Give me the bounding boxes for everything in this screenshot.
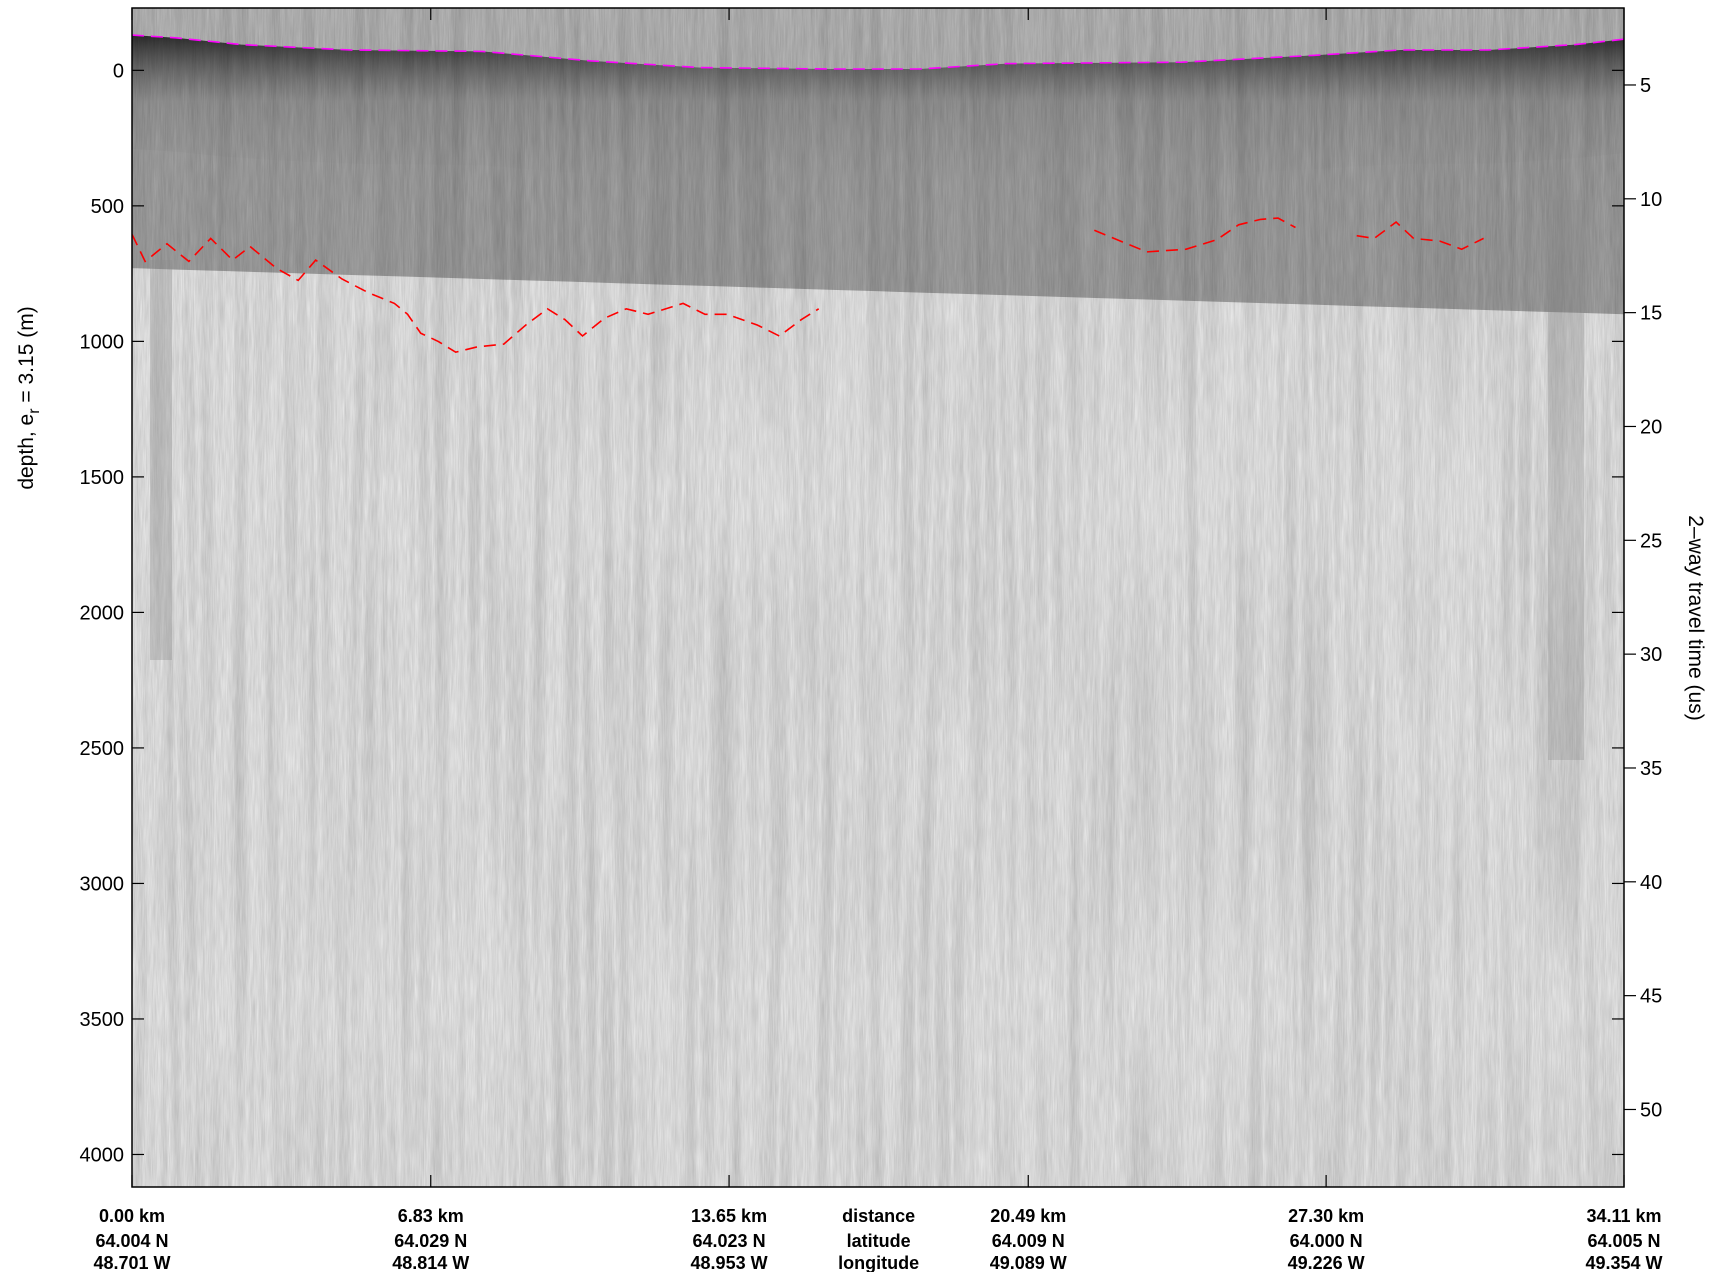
right-tick-label: 50 [1640, 1099, 1662, 1121]
right-tick-label: 35 [1640, 758, 1662, 780]
bottom-longitude-label: 49.226 W [1288, 1253, 1365, 1272]
left-tick-label: 2500 [80, 738, 125, 760]
left-axis-title-subscript: r [26, 408, 43, 414]
bed-pick-segment-2 [1093, 217, 1296, 253]
bottom-distance-label: 0.00 km [99, 1206, 165, 1226]
left-tick-label: 3000 [80, 873, 125, 895]
right-tick-label: 25 [1640, 530, 1662, 552]
bottom-distance-label: 13.65 km [691, 1206, 767, 1226]
left-tick-label: 4000 [80, 1144, 125, 1166]
right-tick-label: 30 [1640, 644, 1662, 666]
layer-picks [132, 34, 1624, 354]
right-tick-label: 15 [1640, 303, 1662, 325]
right-tick-label: 20 [1640, 416, 1662, 438]
bottom-distance-label: 34.11 km [1586, 1206, 1661, 1226]
bottom-longitude-label: 49.354 W [1585, 1253, 1662, 1272]
bottom-longitude-label: 48.701 W [93, 1253, 170, 1272]
bottom-distance-label: 6.83 km [398, 1206, 464, 1226]
left-tick-label: 1500 [80, 467, 125, 489]
bottom-distance-label: 20.49 km [990, 1206, 1066, 1226]
right-tick-label: 5 [1640, 75, 1651, 97]
right-axis: 5 10 15 20 25 30 35 40 45 50 [1624, 75, 1662, 1121]
right-tick-label: 10 [1640, 189, 1662, 211]
bottom-distance-label: 27.30 km [1288, 1206, 1364, 1226]
left-edge-shadow [150, 260, 172, 660]
left-tick-label: 2000 [80, 602, 125, 624]
right-tick-label: 45 [1640, 986, 1662, 1008]
bottom-row-title-distance: distance [842, 1206, 915, 1226]
bed-pick-segment-1 [132, 233, 820, 354]
bottom-longitude-label: 48.814 W [392, 1253, 469, 1272]
vertical-streaks [132, 8, 1624, 1187]
bottom-latitude-label: 64.009 N [992, 1231, 1065, 1251]
surface-pick-line [132, 34, 1624, 70]
bottom-longitude-label: 48.953 W [691, 1253, 768, 1272]
bed-pick-segment-3 [1356, 221, 1484, 251]
left-axis-title-tail: = 3.15 (m) [15, 306, 38, 408]
bottom-latitude-label: 64.000 N [1290, 1231, 1363, 1251]
left-tick-label: 1000 [80, 331, 125, 353]
bottom-row-title-longitude: longitude [838, 1253, 919, 1272]
left-axis-title: depth, er = 3.15 (m) [15, 306, 43, 489]
left-tick-label: 0 [113, 60, 124, 82]
plot-area [132, 8, 1624, 1187]
right-axis-title: 2–way travel time (us) [1684, 515, 1707, 720]
bottom-latitude-label: 64.005 N [1587, 1231, 1660, 1251]
right-edge-shadow [1548, 200, 1584, 760]
bottom-axis: 0.00 km 64.004 N 48.701 W 6.83 km 64.029 N 48… [93, 8, 1663, 1272]
right-tick-label: 40 [1640, 872, 1662, 894]
bottom-latitude-label: 64.029 N [394, 1231, 467, 1251]
bottom-row-title-latitude: latitude [847, 1231, 911, 1251]
left-axis: 0 500 1000 1500 2000 2500 3000 3500 4000 [80, 60, 1624, 1166]
bottom-latitude-label: 64.004 N [95, 1231, 168, 1251]
bottom-longitude-label: 49.089 W [990, 1253, 1067, 1272]
left-tick-label: 500 [91, 196, 124, 218]
plot-frame [131, 7, 1625, 1188]
left-tick-label: 3500 [80, 1009, 125, 1031]
left-axis-title-main: depth, e [15, 414, 38, 490]
bottom-latitude-label: 64.023 N [693, 1231, 766, 1251]
